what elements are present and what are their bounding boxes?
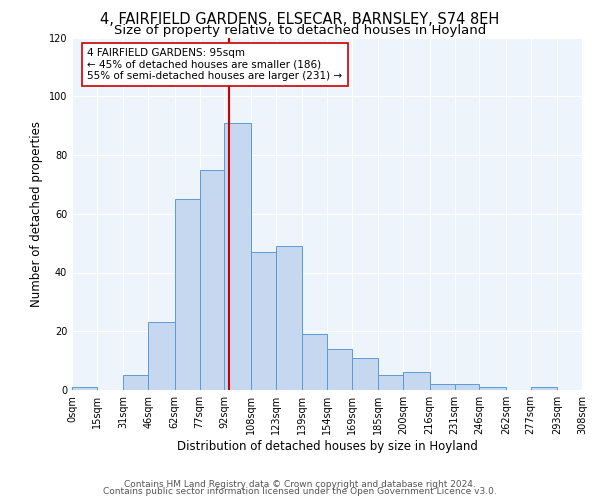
Bar <box>199 170 224 390</box>
Y-axis label: Number of detached properties: Number of detached properties <box>30 120 43 306</box>
Bar <box>430 384 455 390</box>
Bar <box>352 358 379 390</box>
Bar <box>148 322 175 390</box>
Bar <box>251 252 275 390</box>
Text: Contains public sector information licensed under the Open Government Licence v3: Contains public sector information licen… <box>103 487 497 496</box>
Bar <box>124 376 148 390</box>
Bar <box>379 376 403 390</box>
X-axis label: Distribution of detached houses by size in Hoyland: Distribution of detached houses by size … <box>176 440 478 453</box>
Text: 4, FAIRFIELD GARDENS, ELSECAR, BARNSLEY, S74 8EH: 4, FAIRFIELD GARDENS, ELSECAR, BARNSLEY,… <box>100 12 500 28</box>
Bar <box>175 199 199 390</box>
Bar <box>530 387 557 390</box>
Bar <box>224 122 251 390</box>
Bar <box>327 349 352 390</box>
Bar <box>403 372 430 390</box>
Text: 4 FAIRFIELD GARDENS: 95sqm
← 45% of detached houses are smaller (186)
55% of sem: 4 FAIRFIELD GARDENS: 95sqm ← 45% of deta… <box>88 48 343 82</box>
Bar <box>275 246 302 390</box>
Bar <box>72 387 97 390</box>
Bar <box>302 334 327 390</box>
Bar <box>455 384 479 390</box>
Text: Contains HM Land Registry data © Crown copyright and database right 2024.: Contains HM Land Registry data © Crown c… <box>124 480 476 489</box>
Bar <box>479 387 506 390</box>
Text: Size of property relative to detached houses in Hoyland: Size of property relative to detached ho… <box>114 24 486 37</box>
